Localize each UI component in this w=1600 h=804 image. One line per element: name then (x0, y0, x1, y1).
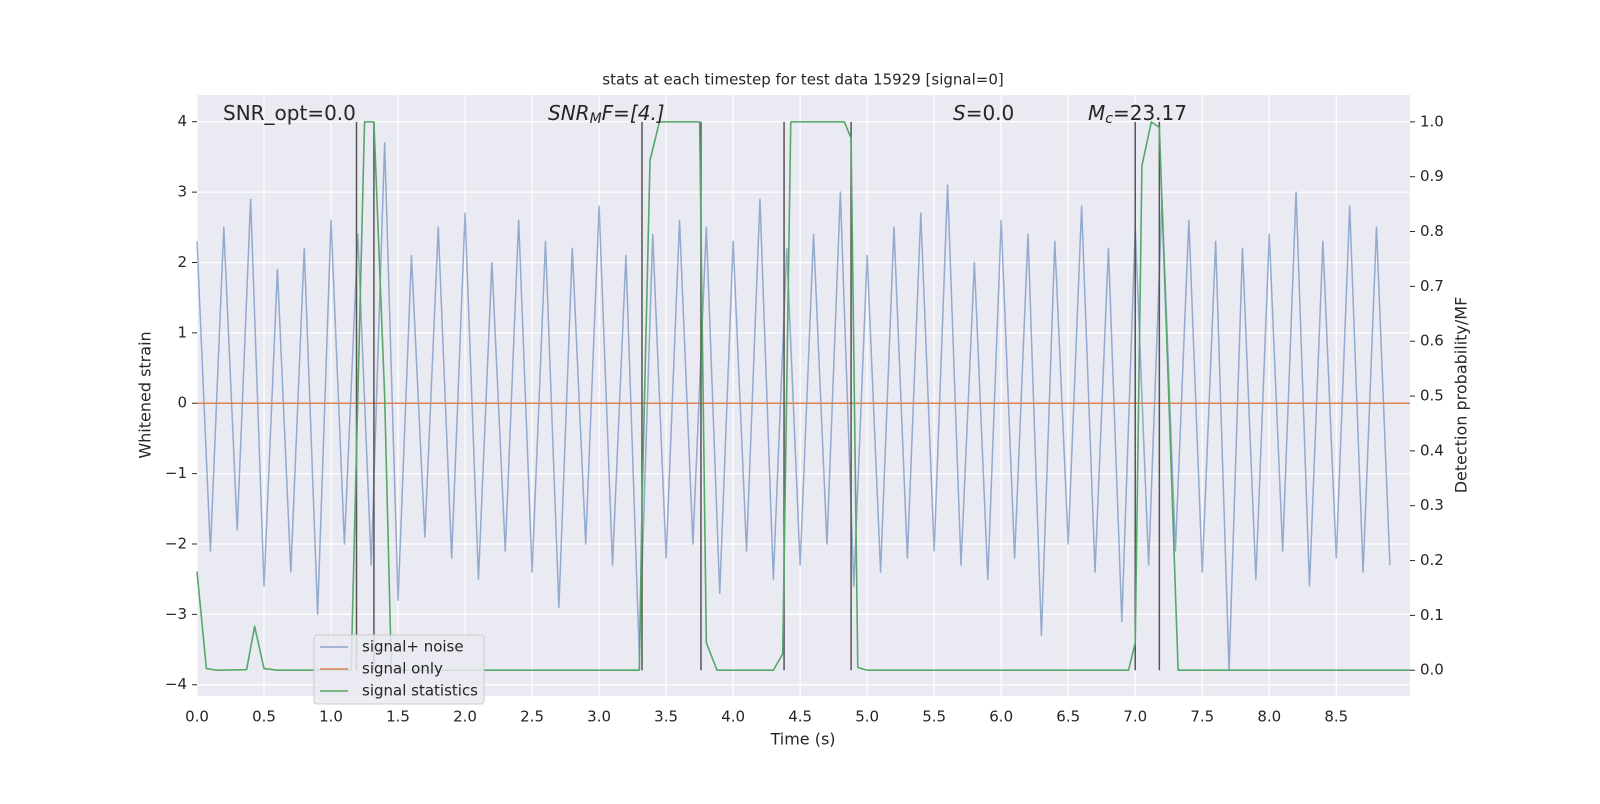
y2-axis-label: Detection probability/MF (1452, 297, 1471, 494)
x-tick-label: 3.5 (654, 708, 678, 726)
x-tick-label: 5.0 (855, 708, 879, 726)
x-tick-label: 1.0 (319, 708, 343, 726)
x-axis-label: Time (s) (769, 730, 835, 749)
annotation: Mc=23.17 (1088, 101, 1187, 128)
x-tick-label: 8.0 (1257, 708, 1281, 726)
y2-tick-label: 0.5 (1420, 387, 1444, 405)
legend-label: signal statistics (362, 682, 478, 700)
annotation-base: S (953, 101, 966, 125)
y2-tick-label: 0.2 (1420, 551, 1444, 569)
y2-tick-label: 0.3 (1420, 496, 1444, 514)
annotation-rest: =23.17 (1113, 101, 1187, 125)
y-tick-label: −1 (165, 464, 187, 482)
x-tick-label: 0.5 (252, 708, 276, 726)
x-tick-label: 4.5 (788, 708, 812, 726)
x-tick-label: 6.5 (1056, 708, 1080, 726)
y2-tick-label: 0.7 (1420, 277, 1444, 295)
series-line (196, 142, 1391, 672)
y-tick-label: −3 (165, 605, 187, 623)
y2-tick-label: 0.9 (1420, 167, 1444, 185)
x-tick-label: 2.0 (453, 708, 477, 726)
x-tick-label: 0.0 (185, 708, 209, 726)
x-tick-label: 5.5 (922, 708, 946, 726)
annotation: S=0.0 (953, 101, 1014, 125)
annotation: SNRMF=[4.] (548, 101, 665, 128)
annotation-base: SNR_opt=0.0 (223, 101, 356, 125)
annotation-base: M (1088, 101, 1105, 125)
plot-area (197, 95, 1410, 696)
legend-label: signal+ noise (362, 638, 464, 656)
y-tick-label: −2 (165, 534, 187, 552)
y2-tick-label: 1.0 (1420, 112, 1444, 130)
series-line (196, 121, 1410, 672)
y-tick-label: 2 (177, 253, 187, 271)
y-tick-label: −4 (165, 675, 187, 693)
x-tick-label: 7.0 (1123, 708, 1147, 726)
y2-tick-label: 0.0 (1420, 661, 1444, 679)
y-axis-label: Whitened strain (136, 331, 155, 458)
annotation-sub: c (1105, 111, 1113, 127)
y-tick-label: 0 (177, 394, 187, 412)
annotation-sub: M (590, 111, 602, 127)
y2-tick-label: 0.1 (1420, 606, 1444, 624)
annotation-rest: F=[4.] (602, 101, 665, 125)
chart-title: stats at each timestep for test data 159… (602, 71, 1003, 89)
x-tick-label: 4.0 (721, 708, 745, 726)
annotation-base: SNR (548, 101, 590, 125)
x-tick-label: 7.5 (1190, 708, 1214, 726)
y-tick-label: 3 (177, 183, 187, 201)
annotation-rest: =0.0 (966, 101, 1015, 125)
y2-tick-label: 0.8 (1420, 222, 1444, 240)
y-tick-label: 1 (177, 323, 187, 341)
y2-tick-label: 0.4 (1420, 441, 1444, 459)
x-tick-label: 8.5 (1324, 708, 1348, 726)
y2-tick-label: 0.6 (1420, 332, 1444, 350)
legend-box (313, 634, 485, 705)
x-tick-label: 3.0 (587, 708, 611, 726)
x-tick-label: 1.5 (386, 708, 410, 726)
y-tick-label: 4 (177, 112, 187, 130)
annotation: SNR_opt=0.0 (223, 101, 356, 125)
x-tick-label: 2.5 (520, 708, 544, 726)
legend-label: signal only (362, 660, 443, 678)
x-tick-label: 6.0 (989, 708, 1013, 726)
